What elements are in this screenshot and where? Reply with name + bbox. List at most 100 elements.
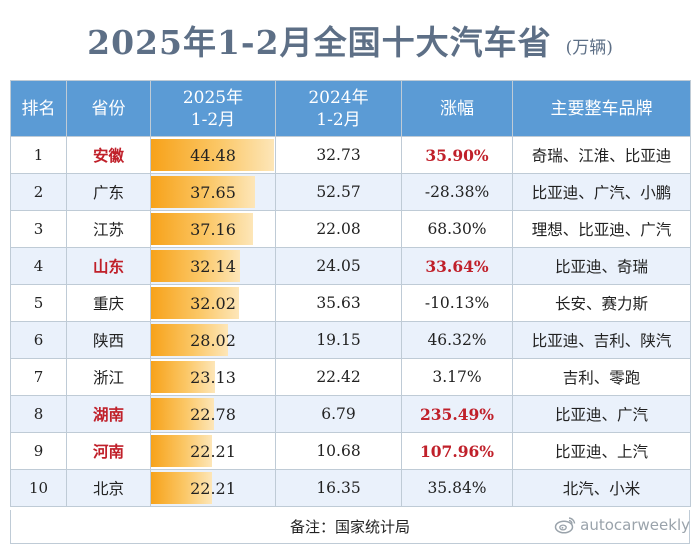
- value-2025-cell: 32.14: [150, 247, 276, 285]
- growth-cell: 33.64%: [401, 247, 513, 285]
- value-bar: [151, 213, 254, 245]
- province-cell: 山东: [66, 247, 151, 285]
- ranking-table: 排名 省份 2025年 1-2月 2024年 1-2月 涨幅 主要整车品牌 1 安徽 4…: [10, 80, 691, 507]
- value-2024-cell: 22.08: [275, 210, 402, 248]
- value-bar: [151, 139, 274, 171]
- value-2024-cell: 35.63: [275, 284, 402, 322]
- table-row: 8 湖南 22.78 6.79 235.49% 比亚迪、广汽: [10, 395, 691, 433]
- province-cell: 北京: [66, 469, 151, 507]
- value-2025-cell: 37.16: [150, 210, 276, 248]
- growth-cell: -28.38%: [401, 173, 513, 211]
- value-2025-text: 37.16: [190, 219, 236, 239]
- header-brands-label: 主要整车品牌: [550, 98, 653, 119]
- growth-cell: 46.32%: [401, 321, 513, 359]
- rank-cell: 4: [10, 247, 67, 285]
- rank-cell: 5: [10, 284, 67, 322]
- value-2025-cell: 23.13: [150, 358, 276, 396]
- brands-cell: 北汽、小米: [512, 469, 691, 507]
- brands-cell: 比亚迪、吉利、陕汽: [512, 321, 691, 359]
- value-bar: [151, 287, 240, 319]
- province-cell: 湖南: [66, 395, 151, 433]
- rank-cell: 8: [10, 395, 67, 433]
- value-2025-text: 32.14: [190, 256, 236, 276]
- province-cell: 河南: [66, 432, 151, 470]
- header-2024-label: 2024年 1-2月: [308, 87, 369, 130]
- rank-cell: 2: [10, 173, 67, 211]
- value-2025-cell: 37.65: [150, 173, 276, 211]
- rank-cell: 9: [10, 432, 67, 470]
- header-2025: 2025年 1-2月: [150, 80, 276, 137]
- value-2024-cell: 16.35: [275, 469, 402, 507]
- table-row: 5 重庆 32.02 35.63 -10.13% 长安、赛力斯: [10, 284, 691, 322]
- table-row: 9 河南 22.21 10.68 107.96% 比亚迪、上汽: [10, 432, 691, 470]
- rank-cell: 3: [10, 210, 67, 248]
- value-2025-text: 22.78: [190, 404, 236, 424]
- rank-cell: 6: [10, 321, 67, 359]
- value-2024-cell: 10.68: [275, 432, 402, 470]
- title-row: 2025年1-2月全国十大汽车省 (万辆): [0, 0, 700, 80]
- header-growth-label: 涨幅: [440, 98, 474, 119]
- table-row: 4 山东 32.14 24.05 33.64% 比亚迪、奇瑞: [10, 247, 691, 285]
- table-body: 1 安徽 44.48 32.73 35.90% 奇瑞、江淮、比亚迪 2 广东 37.65 52.5…: [10, 136, 691, 507]
- header-province-label: 省份: [91, 98, 126, 119]
- value-2024-cell: 6.79: [275, 395, 402, 433]
- header-province: 省份: [66, 80, 151, 137]
- table-header-row: 排名 省份 2025年 1-2月 2024年 1-2月 涨幅 主要整车品牌: [10, 80, 691, 137]
- header-rank: 排名: [10, 80, 67, 137]
- header-2025-label: 2025年 1-2月: [182, 87, 244, 130]
- growth-cell: 3.17%: [401, 358, 513, 396]
- value-2025-cell: 22.21: [150, 432, 276, 470]
- table-row: 10 北京 22.21 16.35 35.84% 北汽、小米: [10, 469, 691, 507]
- growth-cell: 68.30%: [401, 210, 513, 248]
- growth-cell: 107.96%: [401, 432, 513, 470]
- value-2024-cell: 32.73: [275, 136, 402, 174]
- watermark: autocarweekly: [554, 516, 690, 534]
- value-2025-text: 37.65: [190, 182, 236, 202]
- province-cell: 重庆: [66, 284, 151, 322]
- unit-label: (万辆): [565, 37, 613, 58]
- value-bar: [151, 361, 215, 393]
- value-2024-cell: 19.15: [275, 321, 402, 359]
- value-bar: [151, 176, 255, 208]
- rank-cell: 7: [10, 358, 67, 396]
- value-2025-text: 28.02: [190, 330, 236, 350]
- value-bar: [151, 250, 240, 282]
- table-row: 7 浙江 23.13 22.42 3.17% 吉利、零跑: [10, 358, 691, 396]
- header-rank-label: 排名: [21, 98, 56, 119]
- brands-cell: 理想、比亚迪、广汽: [512, 210, 691, 248]
- value-2025-text: 44.48: [190, 145, 236, 165]
- rank-cell: 10: [10, 469, 67, 507]
- growth-cell: 235.49%: [401, 395, 513, 433]
- table-row: 1 安徽 44.48 32.73 35.90% 奇瑞、江淮、比亚迪: [10, 136, 691, 174]
- header-2024: 2024年 1-2月: [275, 80, 402, 137]
- value-2025-cell: 28.02: [150, 321, 276, 359]
- value-2025-text: 23.13: [190, 367, 236, 387]
- value-2024-cell: 52.57: [275, 173, 402, 211]
- value-2025-cell: 44.48: [150, 136, 276, 174]
- page-title: 2025年1-2月全国十大汽车省: [87, 23, 552, 62]
- value-2024-cell: 24.05: [275, 247, 402, 285]
- brands-cell: 长安、赛力斯: [512, 284, 691, 322]
- province-cell: 浙江: [66, 358, 151, 396]
- brands-cell: 比亚迪、奇瑞: [512, 247, 691, 285]
- brands-cell: 比亚迪、广汽: [512, 395, 691, 433]
- value-2025-cell: 32.02: [150, 284, 276, 322]
- brands-cell: 比亚迪、广汽、小鹏: [512, 173, 691, 211]
- growth-cell: 35.90%: [401, 136, 513, 174]
- value-bar: [151, 398, 214, 430]
- brands-cell: 奇瑞、江淮、比亚迪: [512, 136, 691, 174]
- value-2024-cell: 22.42: [275, 358, 402, 396]
- value-2025-cell: 22.21: [150, 469, 276, 507]
- value-bar: [151, 435, 213, 467]
- value-bar: [151, 472, 213, 504]
- table-row: 2 广东 37.65 52.57 -28.38% 比亚迪、广汽、小鹏: [10, 173, 691, 211]
- header-brands: 主要整车品牌: [512, 80, 691, 137]
- brands-cell: 比亚迪、上汽: [512, 432, 691, 470]
- footer-note: 备注：国家统计局: [10, 510, 690, 544]
- province-cell: 陕西: [66, 321, 151, 359]
- value-bar: [151, 324, 229, 356]
- header-growth: 涨幅: [401, 80, 513, 137]
- province-cell: 广东: [66, 173, 151, 211]
- weibo-icon: [554, 517, 576, 534]
- table-row: 6 陕西 28.02 19.15 46.32% 比亚迪、吉利、陕汽: [10, 321, 691, 359]
